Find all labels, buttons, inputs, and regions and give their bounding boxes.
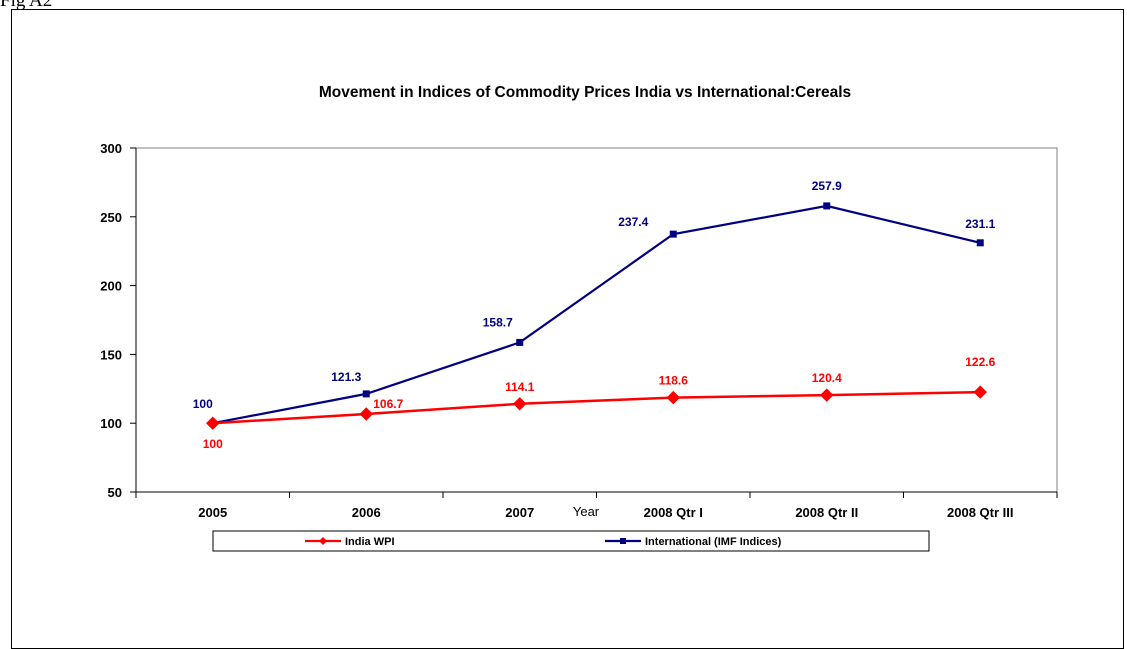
data-label: 122.6 [965, 355, 995, 369]
data-label: 158.7 [483, 315, 513, 329]
data-point-india-wpi [359, 407, 373, 421]
y-tick-label: 250 [100, 210, 122, 225]
y-tick-label: 50 [108, 485, 122, 500]
series-group [206, 202, 987, 430]
data-point-international [823, 202, 831, 210]
x-tick-label: 2007 [505, 505, 534, 520]
series-line-india-wpi [212, 390, 981, 425]
legend: India WPI International (IMF Indices) [212, 530, 930, 552]
x-tick-label: 2005 [198, 505, 227, 520]
data-label: 237.4 [618, 215, 648, 229]
series-line-international [212, 204, 981, 425]
legend-label: India WPI [345, 536, 395, 548]
data-label: 114.1 [505, 380, 535, 394]
x-axis-label: Year [573, 504, 600, 519]
data-label: 120.4 [812, 371, 842, 385]
data-point-international [976, 239, 984, 247]
data-point-international [362, 390, 370, 398]
data-label: 106.7 [373, 397, 403, 411]
data-point-india-wpi [513, 397, 527, 411]
legend-marker [319, 537, 327, 545]
data-point-international [669, 230, 677, 238]
data-label: 118.6 [659, 374, 689, 388]
axes [135, 147, 1058, 493]
chart: Movement in Indices of Commodity Prices … [100, 84, 1058, 552]
y-axis-ticks: 50 100 150 200 250 300 [100, 141, 136, 500]
data-label: 100 [193, 397, 213, 411]
y-tick-label: 300 [100, 141, 122, 156]
y-tick-label: 100 [100, 416, 122, 431]
data-point-india-wpi [820, 388, 834, 402]
data-label: 257.9 [812, 179, 842, 193]
data-point-india-wpi [206, 416, 220, 430]
plot-area [135, 147, 1058, 493]
figure-label: Fig A2 [0, 0, 53, 11]
data-label: 100 [203, 437, 223, 451]
x-tick-label: 2008 Qtr III [947, 505, 1013, 520]
x-tick-label: 2008 Qtr I [644, 505, 703, 520]
data-point-international [516, 338, 524, 346]
x-axis-ticks: 2005 2006 2007 2008 Qtr I 2008 Qtr II 2008 Qt… [135, 492, 1058, 520]
x-tick-label: 2008 Qtr II [795, 505, 858, 520]
data-point-india-wpi [973, 385, 987, 399]
chart-title: Movement in Indices of Commodity Prices … [319, 84, 851, 101]
data-point-india-wpi [666, 390, 680, 405]
data-label: 121.3 [331, 370, 361, 384]
y-tick-label: 200 [100, 279, 122, 294]
data-labels: 100 121.3 158.7 237.4 257.9 231.1 100 106.7 114.… [193, 179, 996, 451]
legend-label: International (IMF Indices) [645, 536, 782, 548]
data-label: 231.1 [965, 217, 995, 231]
x-tick-label: 2006 [352, 505, 381, 520]
y-tick-label: 150 [100, 347, 122, 362]
legend-marker [620, 538, 626, 544]
legend-box [212, 530, 930, 552]
